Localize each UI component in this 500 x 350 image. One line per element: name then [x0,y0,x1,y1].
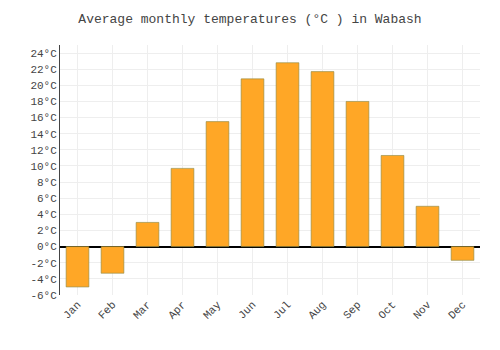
svg-text:Mar: Mar [131,299,153,321]
svg-text:Feb: Feb [96,299,118,321]
svg-text:14°C: 14°C [30,129,57,141]
svg-text:Sep: Sep [341,299,363,321]
svg-text:Average monthly temperatures (: Average monthly temperatures (°C ) in Wa… [78,12,421,27]
svg-text:24°C: 24°C [30,48,57,60]
svg-text:Dec: Dec [446,299,468,321]
svg-text:8°C: 8°C [37,177,57,189]
svg-text:Oct: Oct [376,299,398,321]
svg-text:22°C: 22°C [30,64,57,76]
svg-text:May: May [201,299,224,322]
svg-text:Jul: Jul [271,299,293,321]
svg-text:Nov: Nov [411,299,434,322]
svg-text:10°C: 10°C [30,161,57,173]
svg-text:20°C: 20°C [30,80,57,92]
svg-text:4°C: 4°C [37,209,57,221]
svg-text:-6°C: -6°C [30,290,57,302]
svg-text:18°C: 18°C [30,96,57,108]
svg-text:6°C: 6°C [37,193,57,205]
svg-text:-2°C: -2°C [30,258,57,270]
svg-text:Jun: Jun [236,299,258,321]
svg-text:12°C: 12°C [30,145,57,157]
svg-text:Apr: Apr [166,299,188,321]
svg-text:Jan: Jan [61,299,83,321]
svg-text:16°C: 16°C [30,112,57,124]
svg-text:-4°C: -4°C [30,274,57,286]
svg-text:0°C: 0°C [37,241,57,253]
svg-text:Aug: Aug [306,299,328,321]
svg-text:2°C: 2°C [37,225,57,237]
